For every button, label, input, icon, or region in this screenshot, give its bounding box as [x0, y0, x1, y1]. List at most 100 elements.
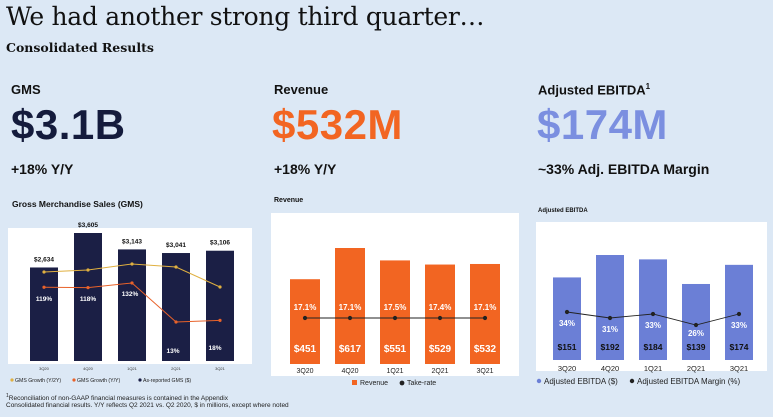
ebitda-margin-label: 26%	[688, 329, 704, 338]
ebitda-bar	[639, 259, 667, 360]
gms-bar	[30, 267, 58, 361]
gms-growth-y2y-point	[42, 270, 46, 274]
take-rate-label: 17.1%	[339, 303, 362, 312]
kpi-ebitda-label: Adjusted EBITDA1	[538, 82, 651, 98]
ebitda-margin-point	[693, 322, 699, 328]
revenue-bar-value-label: $532	[474, 344, 497, 355]
kpi-gms-label: GMS	[11, 82, 41, 97]
revenue-legend-label: Revenue	[360, 380, 388, 387]
gms-growth-yy-point	[86, 285, 90, 290]
ebitda-x-tick-label: 1Q21	[644, 364, 662, 373]
gms-legend-marker	[138, 378, 142, 382]
kpi-ebitda-value: $174M	[537, 101, 668, 148]
take-rate-point	[392, 315, 398, 321]
ebitda-bar	[682, 283, 710, 360]
gms-bar	[118, 249, 146, 361]
gms-legend-label: GMS Growth (Y/Y)	[77, 378, 121, 384]
gms-growth-y2y-point	[218, 285, 222, 289]
ebitda-x-tick-label: 2Q21	[687, 364, 705, 373]
footnote-2: Consolidated financial results. Y/Y refl…	[6, 402, 289, 409]
gms-growth-yy-point	[130, 281, 134, 285]
gms-bar	[162, 253, 190, 361]
ebitda-bar	[596, 255, 624, 360]
gms-bar-value-label: $3,041	[166, 242, 186, 249]
gms-bar-value-label: $3,143	[122, 238, 142, 245]
revenue-bar-value-label: $617	[339, 344, 362, 355]
gms-legend-marker	[72, 378, 76, 382]
revenue-bar	[290, 279, 320, 364]
gms-growth-yy-point	[174, 320, 178, 324]
revenue-bar	[470, 263, 500, 364]
revenue-bar-value-label: $451	[294, 344, 317, 355]
take-rate-label: 17.1%	[294, 303, 317, 312]
gms-legend-label: GMS Growth (Y/2Y)	[15, 378, 61, 384]
take-rate-legend-label: Take-rate	[407, 380, 436, 387]
footnote-marker: 1	[645, 82, 651, 91]
gms-growth-label: 13%	[166, 348, 179, 355]
gms-bar-value-label: $3,605	[78, 222, 98, 229]
gms-legend-label: As-reported GMS ($)	[143, 378, 191, 384]
gms-growth-yy-point	[218, 318, 222, 322]
gms-bar	[206, 250, 234, 361]
gms-growth-label: 132%	[122, 291, 139, 298]
ebitda-legend-label: Adjusted EBITDA ($)	[544, 377, 618, 386]
take-rate-label: 17.5%	[384, 303, 407, 312]
ebitda-margin-legend-label: Adjusted EBITDA Margin (%)	[637, 377, 740, 386]
kpi-revenue-label: Revenue	[274, 82, 329, 97]
kpi-gms-value: $3.1B	[11, 101, 126, 148]
kpi-revenue-growth: +18% Y/Y	[274, 161, 337, 177]
ebitda-x-tick-label: 3Q21	[730, 364, 748, 373]
ebitda-x-tick-label: 4Q20	[601, 364, 619, 373]
revenue-x-tick-label: 1Q21	[386, 368, 403, 375]
take-rate-point	[302, 315, 308, 321]
ebitda-margin-legend-marker	[629, 378, 635, 384]
ebitda-margin-point	[650, 311, 656, 317]
kpi-gms-growth: +18% Y/Y	[11, 161, 74, 177]
gms-growth-yy-point	[42, 285, 46, 289]
gms-growth-y2y-point	[174, 265, 178, 269]
gms-bar-value-label: $3,106	[210, 240, 230, 247]
ebitda-bar	[553, 277, 581, 360]
gms-legend-marker	[10, 378, 14, 382]
kpi-revenue-value: $532M	[272, 101, 403, 148]
take-rate-label: 17.1%	[474, 303, 497, 312]
revenue-bar	[335, 248, 365, 364]
gms-growth-label: 119%	[36, 296, 52, 303]
revenue-x-tick-label: 4Q20	[341, 368, 358, 375]
take-rate-label: 17.4%	[429, 303, 452, 312]
ebitda-x-tick-label: 3Q20	[558, 364, 576, 373]
ebitda-margin-label: 34%	[559, 319, 575, 328]
gms-growth-y2y-point	[130, 262, 134, 266]
ebitda-margin-label: 31%	[602, 325, 618, 334]
gms-x-tick-label: 3Q21	[215, 366, 226, 371]
gms-x-tick-label: 4Q20	[83, 366, 94, 371]
revenue-x-tick-label: 2Q21	[431, 368, 448, 375]
gms-growth-label: 118%	[80, 296, 96, 303]
take-rate-legend-marker	[399, 380, 405, 386]
gms-x-tick-label: 1Q21	[127, 366, 138, 371]
revenue-bar-value-label: $529	[429, 344, 452, 355]
ebitda-bar-value-label: $151	[558, 342, 577, 352]
ebitda-margin-label: 33%	[645, 321, 661, 330]
ebitda-margin-label: 33%	[731, 321, 747, 330]
ebitda-margin-point	[736, 311, 742, 317]
gms-x-tick-label: 2Q21	[171, 366, 182, 371]
page-subtitle: Consolidated Results	[6, 40, 154, 55]
take-rate-point	[437, 315, 443, 321]
revenue-bar	[380, 260, 410, 364]
revenue-x-tick-label: 3Q21	[476, 368, 493, 375]
gms-bar	[74, 233, 102, 361]
gms-growth-y2y-point	[86, 268, 90, 272]
gms-bar-value-label: $2,634	[34, 256, 54, 263]
footnote-1: 1Reconciliation of non-GAAP financial me…	[6, 393, 228, 403]
revenue-x-tick-label: 3Q20	[296, 368, 313, 375]
ebitda-bar-value-label: $192	[601, 342, 620, 352]
revenue-bar-value-label: $551	[384, 344, 407, 355]
page-title: We had another strong third quarter…	[6, 2, 485, 31]
ebitda-legend-marker	[536, 378, 542, 384]
ebitda-bar-value-label: $184	[644, 342, 663, 352]
revenue-chart-title: Revenue	[274, 197, 304, 204]
ebitda-margin-point	[564, 309, 570, 315]
revenue-legend-marker	[352, 380, 357, 385]
